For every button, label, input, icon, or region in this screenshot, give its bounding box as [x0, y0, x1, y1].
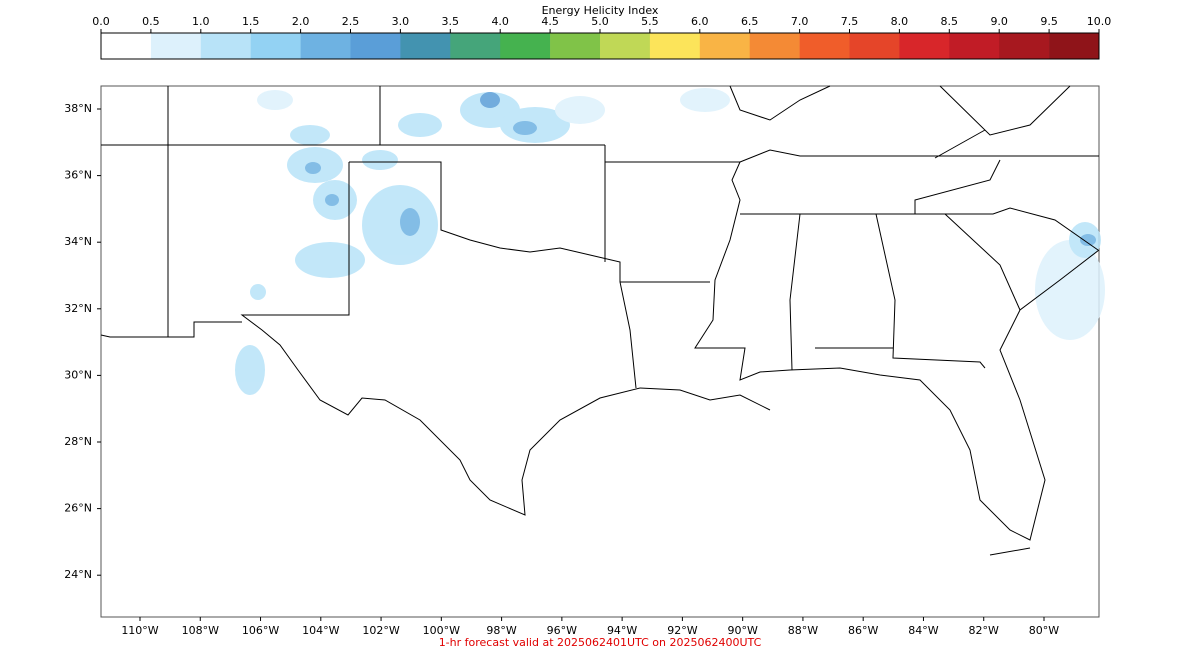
lat-label: 28°N — [64, 435, 92, 448]
colorbar-tick-label: 8.0 — [891, 15, 909, 28]
map-frame — [100, 85, 1100, 618]
colorbar-tick-label: 10.0 — [1087, 15, 1112, 28]
colorbar-tick-label: 0.5 — [142, 15, 160, 28]
colorbar: 0.0 0.5 1.0 1.5 2.0 2.5 3.0 3.5 4.0 4.5 5.0 5.5 6.0 6… — [92, 15, 1112, 60]
colorbar-segment — [450, 33, 501, 59]
colorbar-segment — [799, 33, 850, 59]
colorbar-segment — [150, 33, 202, 59]
colorbar-segment — [699, 33, 750, 59]
colorbar-tick-label: 9.0 — [990, 15, 1008, 28]
colorbar-tick-label: 9.5 — [1040, 15, 1058, 28]
colorbar-segment — [300, 33, 351, 59]
colorbar-segment — [250, 33, 301, 59]
lon-label: 106°W — [242, 624, 279, 637]
map-axes: 38°N 36°N 34°N 32°N 30°N 28°N 26°N 24°N 110°W 108… — [64, 102, 1059, 637]
lon-label: 96°W — [547, 624, 577, 637]
ehi-field — [235, 88, 1105, 395]
boundaries — [100, 85, 1100, 556]
colorbar-tick-label: 3.0 — [392, 15, 410, 28]
lon-label: 80°W — [1029, 624, 1059, 637]
colorbar-tick-label: 2.5 — [342, 15, 360, 28]
colorbar-tick-label: 4.0 — [491, 15, 509, 28]
lat-label: 36°N — [64, 169, 92, 182]
lon-label: 92°W — [667, 624, 697, 637]
footer: 1-hr forecast valid at 2025062401UTC on … — [439, 636, 762, 649]
colorbar-tick-label: 4.5 — [541, 15, 559, 28]
lat-label: 24°N — [64, 568, 92, 581]
colorbar-tick-label: 6.0 — [691, 15, 709, 28]
lon-label: 104°W — [302, 624, 339, 637]
lat-label: 38°N — [64, 102, 92, 115]
lat-label: 34°N — [64, 235, 92, 248]
colorbar-segment — [899, 33, 950, 59]
colorbar-tick-label: 5.0 — [591, 15, 609, 28]
colorbar-segment — [649, 33, 701, 59]
lon-label: 110°W — [121, 624, 158, 637]
lon-label: 102°W — [362, 624, 399, 637]
colorbar-tick-label: 1.5 — [242, 15, 260, 28]
lat-label: 32°N — [64, 302, 92, 315]
colorbar-segment — [999, 33, 1050, 59]
lon-label: 86°W — [848, 624, 878, 637]
colorbar-title: Energy Helicity Index — [542, 4, 659, 17]
lon-label: 100°W — [423, 624, 460, 637]
lon-label: 90°W — [727, 624, 757, 637]
colorbar-segment — [600, 33, 651, 59]
colorbar-tick-label: 7.0 — [791, 15, 809, 28]
lon-label: 94°W — [607, 624, 637, 637]
lon-label: 84°W — [908, 624, 938, 637]
lon-label: 98°W — [486, 624, 516, 637]
colorbar-segment — [101, 33, 152, 59]
colorbar-segment — [949, 33, 1000, 59]
colorbar-segment — [200, 33, 251, 59]
lon-label: 108°W — [182, 624, 219, 637]
colorbar-tick-label: 6.5 — [741, 15, 759, 28]
colorbar-segment — [849, 33, 900, 59]
lon-label: 88°W — [788, 624, 818, 637]
colorbar-segment — [400, 33, 451, 59]
colorbar-tick-label: 5.5 — [641, 15, 659, 28]
colorbar-segment — [500, 33, 551, 59]
lat-label: 30°N — [64, 368, 92, 381]
colorbar-tick-label: 7.5 — [841, 15, 859, 28]
colorbar-tick-label: 1.0 — [192, 15, 210, 28]
colorbar-segment — [350, 33, 401, 59]
colorbar-tick-label: 0.0 — [92, 15, 110, 28]
colorbar-tick-label: 3.5 — [442, 15, 460, 28]
lon-label: 82°W — [969, 624, 999, 637]
lat-label: 26°N — [64, 502, 92, 515]
colorbar-tick-label: 8.5 — [941, 15, 959, 28]
colorbar-segment — [749, 33, 800, 59]
colorbar-segment — [1049, 33, 1100, 59]
colorbar-segment — [550, 33, 601, 59]
colorbar-tick-label: 2.0 — [292, 15, 310, 28]
